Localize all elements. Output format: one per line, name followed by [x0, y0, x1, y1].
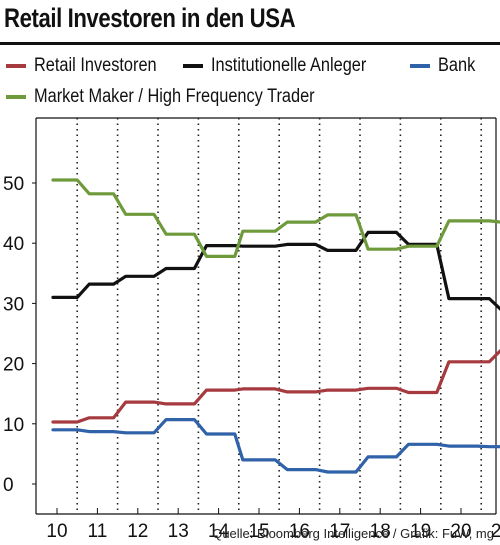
y-tick-label: 20: [3, 355, 24, 376]
legend-item-bank: Bank: [410, 55, 481, 77]
x-tick-label: 21: [491, 521, 500, 542]
x-tick-label: 18: [370, 521, 391, 542]
legend-swatch-institutional: [183, 64, 203, 68]
series-bank-line: [51, 418, 500, 474]
x-tick-label: 10: [46, 521, 67, 542]
legend-swatch-retail: [6, 64, 26, 68]
y-tick-label: 50: [3, 174, 24, 195]
y-tick-label: 40: [3, 234, 24, 255]
legend-swatch-market-maker: [6, 95, 26, 99]
legend-label-retail: Retail Investoren: [34, 55, 157, 76]
series-market-maker-line: [51, 178, 500, 258]
y-tick-label: 0: [3, 475, 14, 496]
x-tick-label: 12: [127, 521, 148, 542]
legend-swatch-bank: [410, 64, 430, 68]
source-note: Quelle: Bloomberg Intelligence / Grafik:…: [212, 526, 494, 541]
legend-item-retail: Retail Investoren: [6, 55, 177, 77]
y-tick-label: 30: [3, 294, 24, 315]
x-tick-label: 14: [208, 521, 230, 542]
legend-label-market-maker: Market Maker / High Frequency Trader: [34, 86, 315, 107]
x-tick-label: 19: [410, 521, 431, 542]
x-tick-label: 20: [450, 521, 471, 542]
y-tick-label: 10: [3, 415, 24, 436]
series-institutional-line: [51, 230, 500, 311]
legend-label-institutional: Institutionelle Anleger: [211, 55, 367, 76]
legend-item-market-maker: Market Maker / High Frequency Trader: [6, 86, 360, 108]
x-tick-label: 15: [248, 521, 269, 542]
series-retail-line: [51, 348, 500, 424]
legend-label-bank: Bank: [438, 55, 476, 76]
chart-title: Retail Investoren in den USA: [4, 3, 296, 33]
title-rule: [0, 42, 500, 45]
x-tick-label: 16: [289, 521, 310, 542]
legend-item-institutional: Institutionelle Anleger: [183, 55, 392, 77]
x-tick-label: 11: [88, 521, 108, 542]
x-tick-label: 13: [168, 521, 189, 542]
x-tick-label: 17: [329, 521, 350, 542]
